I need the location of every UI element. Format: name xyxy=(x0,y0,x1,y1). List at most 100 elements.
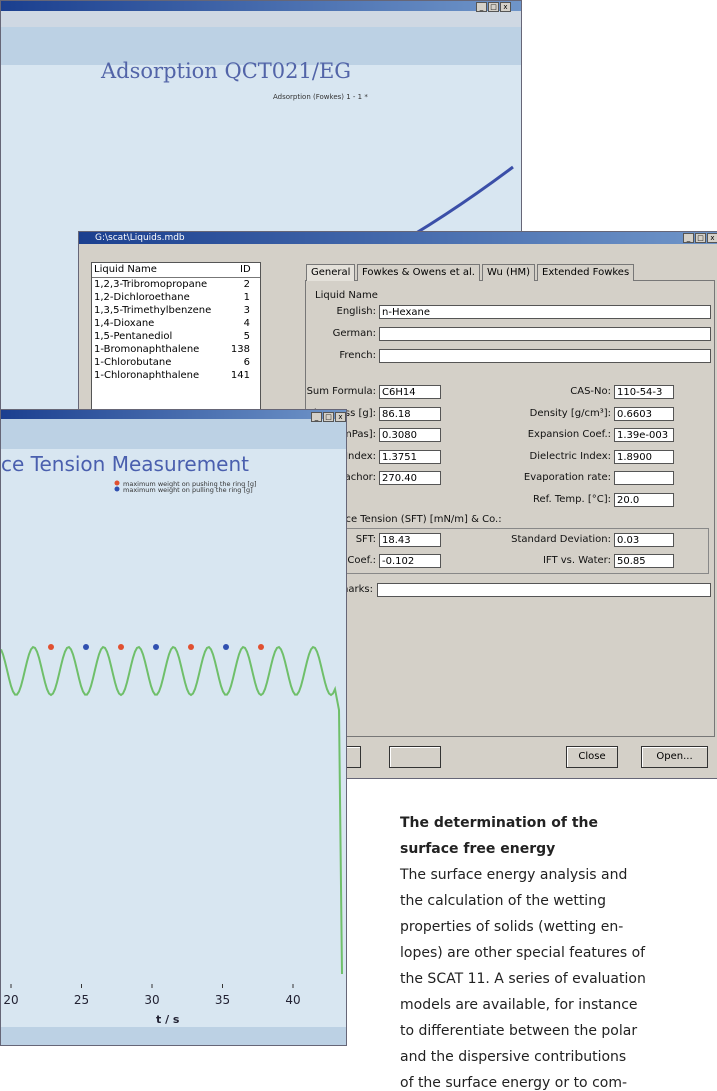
field-label: SFT: xyxy=(355,534,376,545)
maximize[interactable]: □ xyxy=(695,233,706,243)
list-header: Liquid Name xyxy=(94,264,157,275)
field[interactable]: 1.39e-003 xyxy=(614,428,674,442)
field[interactable]: C6H14 xyxy=(379,385,441,399)
paragraph-line: lopes) are other special features of xyxy=(400,945,646,961)
field[interactable]: 86.18 xyxy=(379,406,441,421)
field[interactable]: -0.102 xyxy=(379,554,441,568)
measurement-window: _ □ x ce Tension Measurement maximum wei… xyxy=(0,409,347,1046)
field[interactable]: 1.8900 xyxy=(614,449,674,464)
section-label: Surface Tension (SFT) [mN/m] & Co.: xyxy=(319,514,502,525)
field[interactable]: 1.3751 xyxy=(379,449,441,464)
legend-text: maximum weight on pulling the ring [g] xyxy=(123,486,253,494)
field-label: English: xyxy=(336,306,376,317)
group-label: Liquid Name xyxy=(315,290,378,301)
x-tick-label: 25 xyxy=(74,993,89,1007)
legend-dot xyxy=(114,486,120,492)
list-item[interactable]: 1,5-Pentanediol xyxy=(94,331,173,342)
tab[interactable]: Fowkes & Owens et al. xyxy=(357,264,480,281)
field-label: Ref. Temp. [°C]: xyxy=(533,493,611,505)
peak-dot xyxy=(223,644,229,650)
list-id: 141 xyxy=(230,370,250,381)
field[interactable]: 18.43 xyxy=(379,533,441,547)
tab[interactable]: General xyxy=(306,264,356,281)
minimize[interactable]: _ xyxy=(311,412,322,422)
minimize[interactable]: _ xyxy=(683,233,694,243)
field-label: Parachor: xyxy=(328,472,376,483)
peak-dot xyxy=(118,644,124,650)
list-header: ID xyxy=(240,264,251,275)
list-id: 5 xyxy=(243,331,250,342)
status-bar xyxy=(1,1027,346,1045)
close[interactable]: x xyxy=(335,412,346,422)
chart-title: Adsorption QCT021/EG xyxy=(101,59,352,83)
maximize[interactable]: □ xyxy=(323,412,334,422)
field[interactable] xyxy=(379,349,711,363)
field[interactable] xyxy=(377,583,711,597)
close[interactable]: x xyxy=(500,2,511,12)
field[interactable] xyxy=(379,327,711,341)
toolbar xyxy=(1,27,521,65)
field-label: Dielectric Index: xyxy=(529,450,611,462)
maximize[interactable]: □ xyxy=(488,2,499,12)
peak-dot xyxy=(153,644,159,650)
list-item[interactable]: 1-Chlorobutane xyxy=(94,357,172,368)
tab[interactable]: Wu (HM) xyxy=(482,264,535,281)
field-label: Sum Formula: xyxy=(306,386,376,397)
legend-text: maximum weight on pushing the ring [g] xyxy=(123,480,257,488)
field-label: IFT vs. Water: xyxy=(542,555,611,566)
list-item[interactable]: 1,2,3-Tribromopropane xyxy=(94,279,208,290)
title-bar xyxy=(1,1,521,11)
field[interactable]: 0.03 xyxy=(614,533,674,547)
field[interactable]: 20.0 xyxy=(614,492,674,507)
field[interactable]: n-Hexane xyxy=(379,305,711,319)
paragraph-line: of the surface energy or to com- xyxy=(400,1075,628,1091)
peak-dot xyxy=(83,644,89,650)
field-label: French: xyxy=(339,350,376,361)
title-bar xyxy=(1,410,346,419)
heading: The determination of the xyxy=(400,815,598,831)
minimize[interactable]: _ xyxy=(476,2,487,12)
peak-dot xyxy=(258,644,264,650)
list-id: 138 xyxy=(230,344,250,355)
list-item[interactable]: 1-Bromonaphthalene xyxy=(94,344,200,355)
x-tick-label: 35 xyxy=(215,993,230,1007)
list-id: 2 xyxy=(243,279,250,290)
button[interactable]: Close xyxy=(566,746,618,768)
list-item[interactable]: 1,4-Dioxane xyxy=(94,318,155,329)
x-tick-label: 20 xyxy=(3,993,18,1007)
x-tick-label: 30 xyxy=(144,993,159,1007)
button[interactable]: Open... xyxy=(641,746,708,768)
paragraph-line: The surface energy analysis and xyxy=(400,867,628,883)
menu-bar xyxy=(1,11,521,27)
list-item[interactable]: 1-Chloronaphthalene xyxy=(94,370,200,381)
list-id: 1 xyxy=(243,292,250,303)
paragraph-line: and the dispersive contributions xyxy=(400,1049,627,1065)
list-id: 3 xyxy=(243,305,250,316)
disabled-button xyxy=(389,746,441,768)
peak-dot xyxy=(48,644,54,650)
field-label: CAS-No: xyxy=(570,386,611,397)
tab[interactable]: Extended Fowkes xyxy=(537,264,635,281)
list-header-line xyxy=(92,277,260,278)
field[interactable]: 270.40 xyxy=(379,471,441,485)
legend: Adsorption (Fowkes) 1 - 1 * xyxy=(273,93,368,101)
field-label: Remarks: xyxy=(325,584,373,595)
list-item[interactable]: 1,3,5-Trimethylbenzene xyxy=(94,305,212,316)
legend-dot xyxy=(114,480,120,486)
field[interactable]: 110-54-3 xyxy=(614,385,674,399)
field[interactable]: 50.85 xyxy=(614,554,674,568)
plot: maximum weight on pushing the ring [g]ma… xyxy=(1,480,343,1026)
peak-dot xyxy=(188,644,194,650)
field[interactable]: 0.6603 xyxy=(614,406,674,421)
title-bar: G:\scat\Liquids.mdb xyxy=(79,232,717,244)
field[interactable]: 0.3080 xyxy=(379,428,441,442)
close[interactable]: x xyxy=(707,233,717,243)
field-label: Standard Deviation: xyxy=(511,534,611,545)
field[interactable] xyxy=(614,471,674,485)
field-label: Evaporation rate: xyxy=(523,472,611,483)
list-item[interactable]: 1,2-Dichloroethane xyxy=(94,292,190,303)
field-label: German: xyxy=(332,328,376,339)
list-id: 4 xyxy=(243,318,250,329)
paragraph-line: to differentiate between the polar xyxy=(400,1023,638,1039)
